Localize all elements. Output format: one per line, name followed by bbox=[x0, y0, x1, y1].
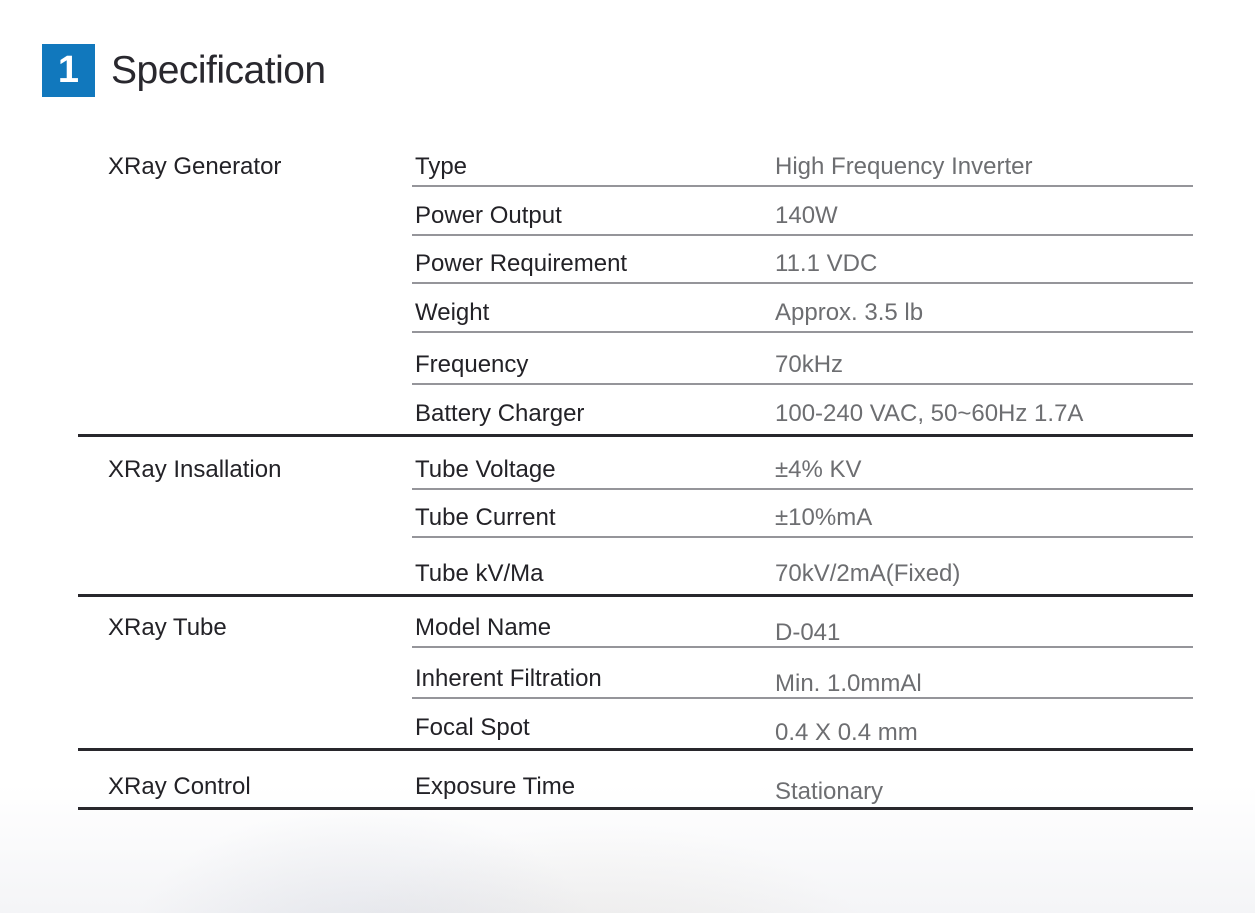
value-cell: Stationary bbox=[775, 778, 884, 805]
value-cell: Approx. 3.5 lb bbox=[775, 299, 924, 326]
value-cell: 70kV/2mA(Fixed) bbox=[775, 560, 961, 587]
property-cell: Focal Spot bbox=[415, 714, 530, 741]
property-cell: Tube kV/Ma bbox=[415, 560, 544, 587]
category-cell: XRay Insallation bbox=[108, 456, 282, 483]
property-cell: Tube Current bbox=[415, 504, 556, 531]
property-cell: Model Name bbox=[415, 614, 552, 641]
table-row: Frequency 70kHz bbox=[78, 333, 1193, 385]
table-section-xray-generator: XRay Generator Type High Frequency Inver… bbox=[78, 136, 1193, 437]
value-cell: High Frequency Inverter bbox=[775, 153, 1033, 180]
property-cell: Inherent Filtration bbox=[415, 665, 602, 692]
value-cell: 140W bbox=[775, 202, 838, 229]
table-row: Battery Charger 100-240 VAC, 50~60Hz 1.7… bbox=[78, 385, 1193, 434]
value-cell: ±4% KV bbox=[775, 456, 862, 483]
property-cell: Power Requirement bbox=[415, 250, 628, 277]
table-row: XRay Control Exposure Time Stationary bbox=[78, 751, 1193, 807]
table-section-xray-insallation: XRay Insallation Tube Voltage ±4% KV Tub… bbox=[78, 437, 1193, 597]
value-cell: Min. 1.0mmAl bbox=[775, 670, 922, 697]
table-row: Tube Current ±10%mA bbox=[78, 490, 1193, 538]
category-cell: XRay Control bbox=[108, 773, 251, 800]
property-cell: Exposure Time bbox=[415, 773, 576, 800]
table-row: XRay Insallation Tube Voltage ±4% KV bbox=[78, 437, 1193, 490]
category-cell: XRay Generator bbox=[108, 153, 282, 180]
table-row: Inherent Filtration Min. 1.0mmAl bbox=[78, 648, 1193, 699]
table-section-xray-tube: XRay Tube Model Name D-041 Inherent Filt… bbox=[78, 597, 1193, 751]
value-cell: 100-240 VAC, 50~60Hz 1.7A bbox=[775, 400, 1084, 427]
section-number: 1 bbox=[57, 49, 80, 91]
table-row: Power Requirement 11.1 VDC bbox=[78, 236, 1193, 284]
table-row: Tube kV/Ma 70kV/2mA(Fixed) bbox=[78, 538, 1193, 594]
property-cell: Frequency bbox=[415, 351, 529, 378]
category-cell: XRay Tube bbox=[108, 614, 227, 641]
value-cell: 11.1 VDC bbox=[775, 250, 878, 277]
value-cell: 0.4 X 0.4 mm bbox=[775, 719, 918, 746]
property-cell: Battery Charger bbox=[415, 400, 585, 427]
property-cell: Weight bbox=[415, 299, 490, 326]
section-header: 1 Specification bbox=[42, 44, 326, 97]
table-row: XRay Generator Type High Frequency Inver… bbox=[78, 136, 1193, 187]
value-cell: 70kHz bbox=[775, 351, 844, 378]
table-row: Power Output 140W bbox=[78, 187, 1193, 236]
property-cell: Power Output bbox=[415, 202, 562, 229]
section-number-badge: 1 bbox=[42, 44, 95, 97]
page-title: Specification bbox=[111, 48, 326, 92]
table-row: Focal Spot 0.4 X 0.4 mm bbox=[78, 699, 1193, 748]
table-section-xray-control: XRay Control Exposure Time Stationary bbox=[78, 751, 1193, 810]
property-cell: Type bbox=[415, 153, 468, 180]
table-row: XRay Tube Model Name D-041 bbox=[78, 597, 1193, 648]
property-cell: Tube Voltage bbox=[415, 456, 556, 483]
value-cell: ±10%mA bbox=[775, 504, 873, 531]
spec-table: XRay Generator Type High Frequency Inver… bbox=[78, 136, 1193, 810]
value-cell: D-041 bbox=[775, 619, 841, 646]
table-row: Weight Approx. 3.5 lb bbox=[78, 284, 1193, 333]
